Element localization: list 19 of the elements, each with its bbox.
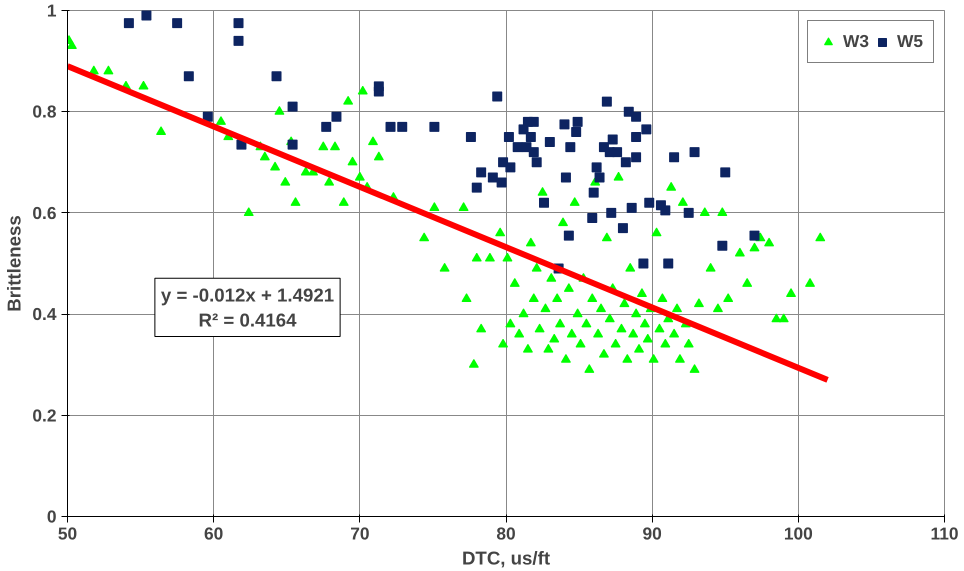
x-tick-label: 100 — [784, 524, 813, 544]
x-tick-label: 80 — [496, 524, 516, 544]
x-tick-label: 90 — [642, 524, 662, 544]
y-tick-label: 0.2 — [32, 405, 57, 426]
y-tick-label: 0.6 — [32, 202, 57, 223]
x-tick-label: 50 — [58, 524, 78, 544]
legend-label: W3 — [843, 31, 869, 52]
annotation: R² = 0.4164 — [198, 310, 298, 330]
y-tick-label: 0.4 — [32, 304, 57, 324]
legend-label: W5 — [897, 31, 923, 52]
y-axis-title: Brittleness — [3, 215, 24, 312]
y-tick-label: 1 — [46, 0, 57, 20]
x-tick-label: 70 — [350, 524, 370, 544]
annotation: y = -0.012x + 1.4921 — [160, 284, 334, 306]
y-tick-label: 0.8 — [32, 102, 57, 122]
x-axis-title: DTC, us/ft — [462, 548, 550, 568]
x-tick-label: 110 — [930, 524, 958, 544]
x-tick-label: 60 — [204, 524, 224, 544]
y-tick-label: 0 — [46, 506, 57, 526]
